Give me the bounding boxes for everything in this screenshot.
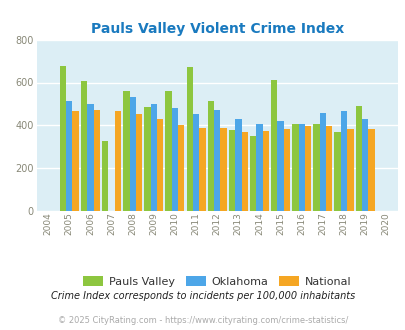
Bar	[81, 81, 87, 211]
Bar	[234, 119, 241, 211]
Bar	[304, 126, 311, 211]
Bar	[144, 107, 150, 211]
Bar	[262, 131, 269, 211]
Bar	[60, 66, 66, 211]
Bar	[313, 124, 319, 211]
Bar	[319, 113, 325, 211]
Bar	[150, 104, 157, 211]
Text: Crime Index corresponds to incidents per 100,000 inhabitants: Crime Index corresponds to incidents per…	[51, 291, 354, 301]
Bar	[87, 104, 94, 211]
Bar	[157, 119, 163, 211]
Bar	[355, 106, 361, 211]
Bar	[298, 124, 304, 211]
Title: Pauls Valley Violent Crime Index: Pauls Valley Violent Crime Index	[90, 22, 343, 36]
Bar	[334, 132, 340, 211]
Bar	[94, 110, 100, 211]
Bar	[367, 129, 374, 211]
Bar	[102, 142, 108, 211]
Bar	[207, 101, 213, 211]
Bar	[249, 136, 256, 211]
Bar	[171, 108, 178, 211]
Bar	[241, 132, 247, 211]
Bar	[72, 111, 79, 211]
Bar	[340, 111, 346, 211]
Bar	[129, 97, 136, 211]
Bar	[165, 91, 171, 211]
Bar	[186, 67, 192, 211]
Bar	[277, 121, 283, 211]
Bar	[192, 114, 199, 211]
Bar	[220, 128, 226, 211]
Bar	[228, 130, 234, 211]
Legend: Pauls Valley, Oklahoma, National: Pauls Valley, Oklahoma, National	[79, 272, 355, 291]
Bar	[66, 101, 72, 211]
Bar	[256, 124, 262, 211]
Bar	[346, 129, 353, 211]
Bar	[213, 110, 220, 211]
Bar	[178, 125, 184, 211]
Bar	[361, 118, 367, 211]
Bar	[283, 129, 290, 211]
Bar	[271, 80, 277, 211]
Bar	[115, 111, 121, 211]
Bar	[292, 124, 298, 211]
Bar	[325, 126, 332, 211]
Bar	[136, 114, 142, 211]
Bar	[123, 91, 129, 211]
Bar	[199, 128, 205, 211]
Text: © 2025 CityRating.com - https://www.cityrating.com/crime-statistics/: © 2025 CityRating.com - https://www.city…	[58, 316, 347, 325]
